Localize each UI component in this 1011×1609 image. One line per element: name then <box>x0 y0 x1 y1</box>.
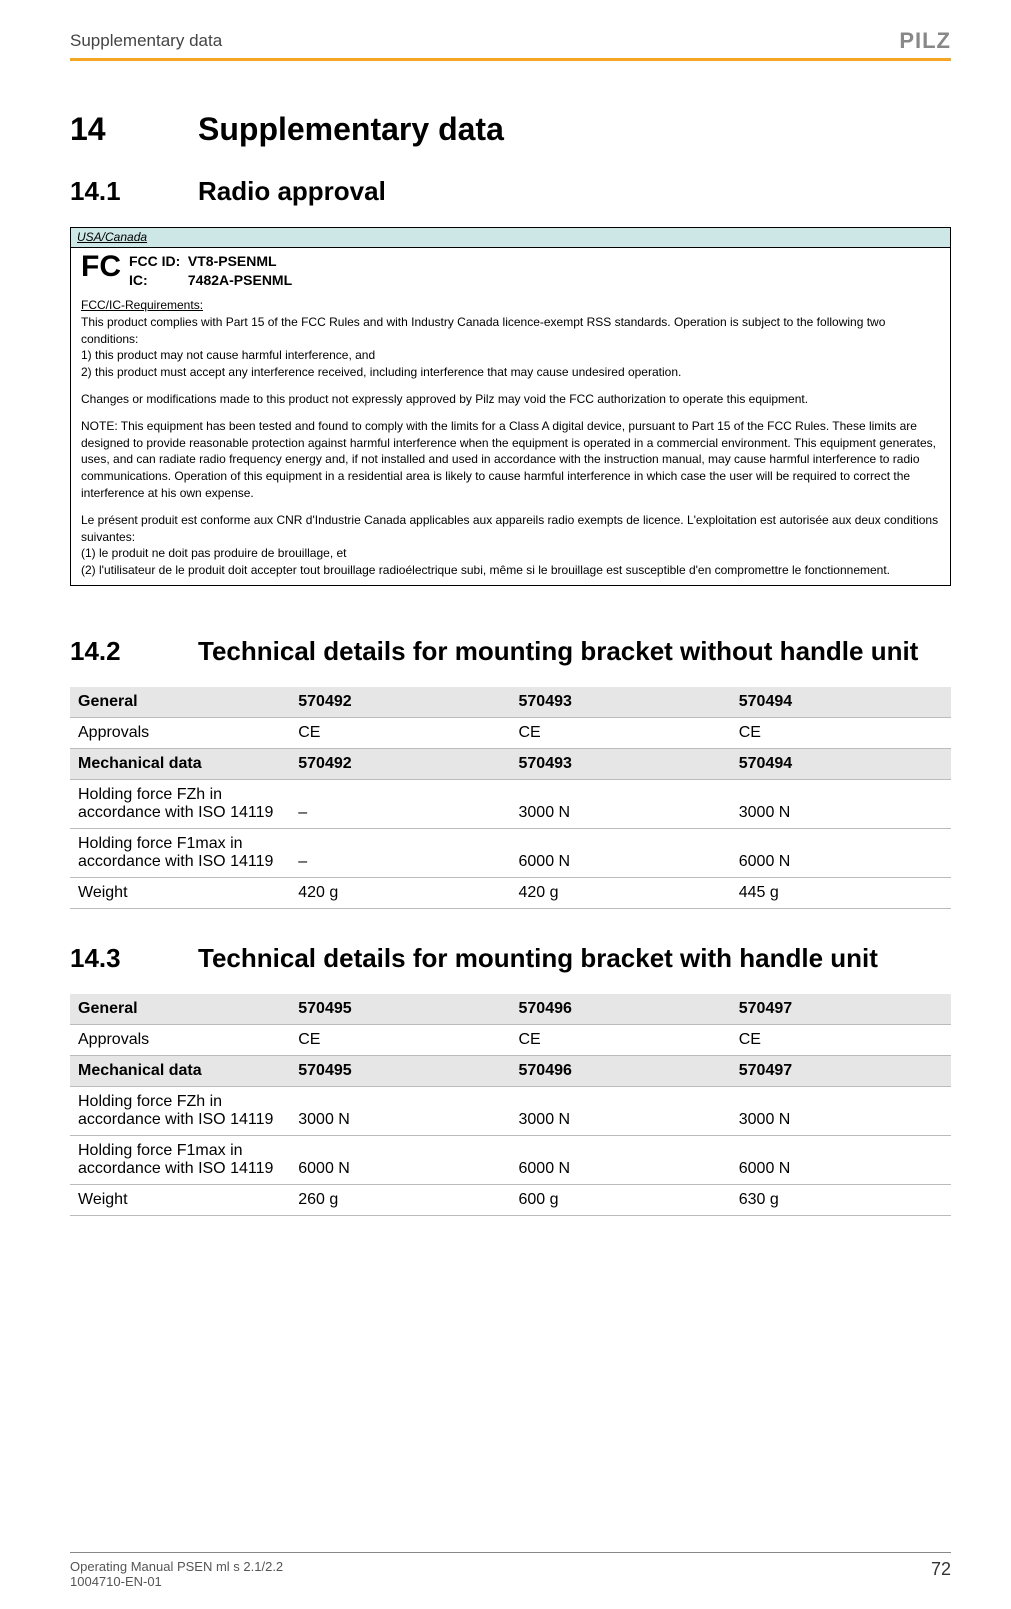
footer-left: Operating Manual PSEN ml s 2.1/2.2 10047… <box>70 1559 283 1589</box>
heading-14-1: 14.1 Radio approval <box>70 176 951 207</box>
footer-line2: 1004710-EN-01 <box>70 1574 283 1589</box>
table-14-3: General 570495 570496 570497 Approvals C… <box>70 994 951 1216</box>
heading-1: 14 Supplementary data <box>70 111 951 148</box>
row-value: 3000 N <box>731 1086 951 1135</box>
table-header-col: 570497 <box>731 994 951 1025</box>
row-value: 6000 N <box>290 1135 510 1184</box>
row-value: 3000 N <box>290 1086 510 1135</box>
table-header-col: 570496 <box>511 1055 731 1086</box>
row-value: 3000 N <box>731 779 951 828</box>
table-14-2: General 570492 570493 570494 Approvals C… <box>70 687 951 909</box>
section-name: Supplementary data <box>70 31 222 51</box>
approval-paragraph-1: This product complies with Part 15 of th… <box>81 314 940 381</box>
row-label: Holding force F1max in accordance with I… <box>70 828 290 877</box>
table-header-general: General <box>70 687 290 718</box>
heading-14-2: 14.2 Technical details for mounting brac… <box>70 636 951 667</box>
heading-14-3: 14.3 Technical details for mounting brac… <box>70 943 951 974</box>
approval-paragraph-2: Changes or modifications made to this pr… <box>81 391 940 408</box>
row-value: – <box>290 779 510 828</box>
ic-id-value: 7482A-PSENML <box>188 272 292 288</box>
row-value: CE <box>290 1024 510 1055</box>
row-label: Holding force F1max in accordance with I… <box>70 1135 290 1184</box>
row-label: Holding force FZh in accordance with ISO… <box>70 1086 290 1135</box>
row-value: 6000 N <box>731 828 951 877</box>
row-label: Weight <box>70 877 290 908</box>
page-header: Supplementary data PILZ <box>70 28 951 61</box>
h2-number: 14.2 <box>70 636 198 667</box>
row-value: 445 g <box>731 877 951 908</box>
h1-number: 14 <box>70 111 198 148</box>
table-row: Approvals CE CE CE <box>70 1024 951 1055</box>
row-value: CE <box>290 717 510 748</box>
row-value: 420 g <box>511 877 731 908</box>
row-label: Approvals <box>70 1024 290 1055</box>
row-label: Holding force FZh in accordance with ISO… <box>70 779 290 828</box>
table-row: Holding force F1max in accordance with I… <box>70 828 951 877</box>
table-header-mechanical: Mechanical data <box>70 748 290 779</box>
h2-number: 14.1 <box>70 176 198 207</box>
table-header-general: General <box>70 994 290 1025</box>
fcc-id-value: VT8-PSENML <box>188 253 277 269</box>
table-header-mechanical: Mechanical data <box>70 1055 290 1086</box>
row-value: 600 g <box>511 1184 731 1215</box>
table-row: Holding force FZh in accordance with ISO… <box>70 779 951 828</box>
table-header-col: 570495 <box>290 1055 510 1086</box>
row-value: CE <box>511 1024 731 1055</box>
approval-paragraph-3: NOTE: This equipment has been tested and… <box>81 418 940 502</box>
table-header-col: 570493 <box>511 687 731 718</box>
h2-title: Technical details for mounting bracket w… <box>198 636 918 667</box>
table-row: Weight 260 g 600 g 630 g <box>70 1184 951 1215</box>
brand-logo: PILZ <box>899 28 951 54</box>
row-value: CE <box>731 717 951 748</box>
footer-line1: Operating Manual PSEN ml s 2.1/2.2 <box>70 1559 283 1574</box>
table-row: Approvals CE CE CE <box>70 717 951 748</box>
ic-id-label: IC: <box>129 271 184 291</box>
table-header-col: 570494 <box>731 748 951 779</box>
page-number: 72 <box>931 1559 951 1589</box>
page-footer: Operating Manual PSEN ml s 2.1/2.2 10047… <box>70 1552 951 1589</box>
row-value: 420 g <box>290 877 510 908</box>
row-value: 6000 N <box>511 1135 731 1184</box>
row-value: CE <box>731 1024 951 1055</box>
row-value: 260 g <box>290 1184 510 1215</box>
h2-title: Radio approval <box>198 176 386 207</box>
row-label: Approvals <box>70 717 290 748</box>
approval-box-header: USA/Canada <box>71 228 950 248</box>
table-header-col: 570495 <box>290 994 510 1025</box>
row-value: 6000 N <box>731 1135 951 1184</box>
requirements-title: FCC/IC-Requirements: <box>81 297 940 314</box>
row-value: 3000 N <box>511 779 731 828</box>
fcc-id-block: FCC ID: VT8-PSENML IC: 7482A-PSENML <box>129 252 292 291</box>
row-label: Weight <box>70 1184 290 1215</box>
approval-paragraph-4: Le présent produit est conforme aux CNR … <box>81 512 940 579</box>
table-header-col: 570492 <box>290 748 510 779</box>
row-value: 630 g <box>731 1184 951 1215</box>
h2-title: Technical details for mounting bracket w… <box>198 943 878 974</box>
h1-title: Supplementary data <box>198 111 504 148</box>
table-header-col: 570494 <box>731 687 951 718</box>
h2-number: 14.3 <box>70 943 198 974</box>
row-value: 6000 N <box>511 828 731 877</box>
row-value: 3000 N <box>511 1086 731 1135</box>
radio-approval-box: USA/Canada FC FCC ID: VT8-PSENML IC: 748… <box>70 227 951 586</box>
table-row: Holding force F1max in accordance with I… <box>70 1135 951 1184</box>
row-value: – <box>290 828 510 877</box>
fcc-logo-icon: FC <box>81 252 121 282</box>
table-row: Holding force FZh in accordance with ISO… <box>70 1086 951 1135</box>
fcc-id-label: FCC ID: <box>129 252 184 272</box>
table-header-col: 570496 <box>511 994 731 1025</box>
table-header-col: 570493 <box>511 748 731 779</box>
row-value: CE <box>511 717 731 748</box>
table-header-col: 570492 <box>290 687 510 718</box>
table-row: Weight 420 g 420 g 445 g <box>70 877 951 908</box>
table-header-col: 570497 <box>731 1055 951 1086</box>
